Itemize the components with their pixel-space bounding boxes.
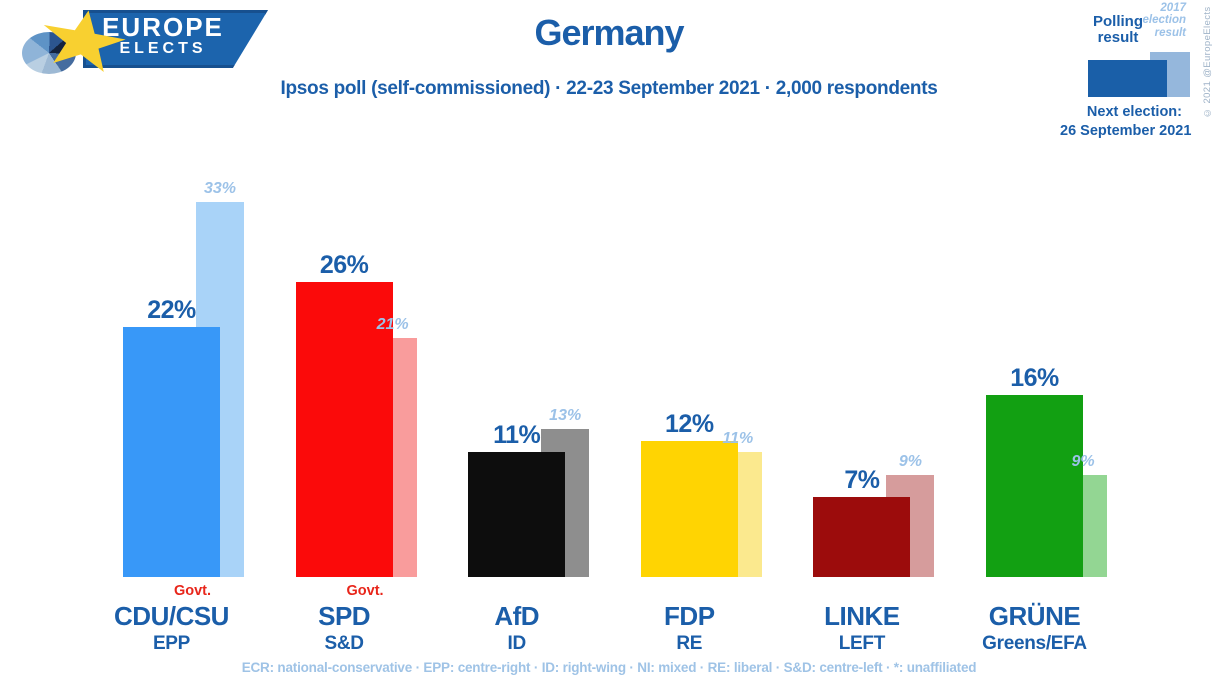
party-eu-group: RE xyxy=(676,633,703,654)
party-eu-group: Greens/EFA xyxy=(982,633,1087,654)
logo-text-elects: ELECTS xyxy=(119,40,207,57)
govt-badge: Govt. xyxy=(346,582,384,599)
europe-elects-logo: EUROPE ELECTS xyxy=(18,5,288,85)
election-value-label: 33% xyxy=(203,180,237,198)
polling-result-bar xyxy=(986,395,1083,577)
poll-value-label: 26% xyxy=(319,250,369,279)
page-title: Germany xyxy=(534,12,684,53)
polling-result-bar xyxy=(295,281,393,577)
logo-text-europe: EUROPE xyxy=(102,12,224,42)
poll-value-label: 12% xyxy=(665,409,714,438)
poll-value-label: 16% xyxy=(1010,364,1059,393)
next-election-label: Next election: xyxy=(1086,104,1182,120)
polling-result-bar xyxy=(813,497,911,577)
group-legend-footnote: ECR: national-conservative · EPP: centre… xyxy=(241,660,977,675)
star-icon xyxy=(43,10,126,72)
series-legend: Polling result 2017 election result Next… xyxy=(1060,0,1200,150)
legend-election-label: 2017 election result xyxy=(1142,2,1186,39)
legend-polling-label: Polling result xyxy=(1093,13,1143,46)
govt-badge: Govt. xyxy=(173,582,211,599)
poll-value-label: 22% xyxy=(147,296,196,325)
party-eu-group: ID xyxy=(507,633,526,654)
poll-value-label: 11% xyxy=(493,421,541,450)
party-name: LINKE xyxy=(824,601,900,631)
election-value-label: 9% xyxy=(898,452,922,470)
party-eu-group: S&D xyxy=(324,633,364,654)
party-eu-group: EPP xyxy=(152,633,191,654)
election-value-label: 21% xyxy=(376,316,409,334)
polling-result-bar xyxy=(123,327,220,577)
party-name: CDU/CSU xyxy=(114,601,229,631)
next-election-date: 26 September 2021 xyxy=(1060,123,1192,139)
polling-result-bar xyxy=(640,440,738,577)
election-value-label: 9% xyxy=(1071,452,1095,470)
party-name: GRÜNE xyxy=(988,601,1081,631)
party-name: SPD xyxy=(318,601,371,631)
legend-polling-swatch xyxy=(1088,60,1167,97)
election-value-label: 11% xyxy=(722,430,754,448)
party-eu-group: LEFT xyxy=(838,633,886,654)
party-name: AfD xyxy=(494,601,540,631)
party-name: FDP xyxy=(664,601,715,631)
poll-subtitle: Ipsos poll (self-commissioned) · 22-23 S… xyxy=(280,78,938,99)
poll-value-label: 7% xyxy=(844,466,880,495)
election-value-label: 13% xyxy=(549,407,582,425)
polling-result-bar xyxy=(468,452,566,577)
